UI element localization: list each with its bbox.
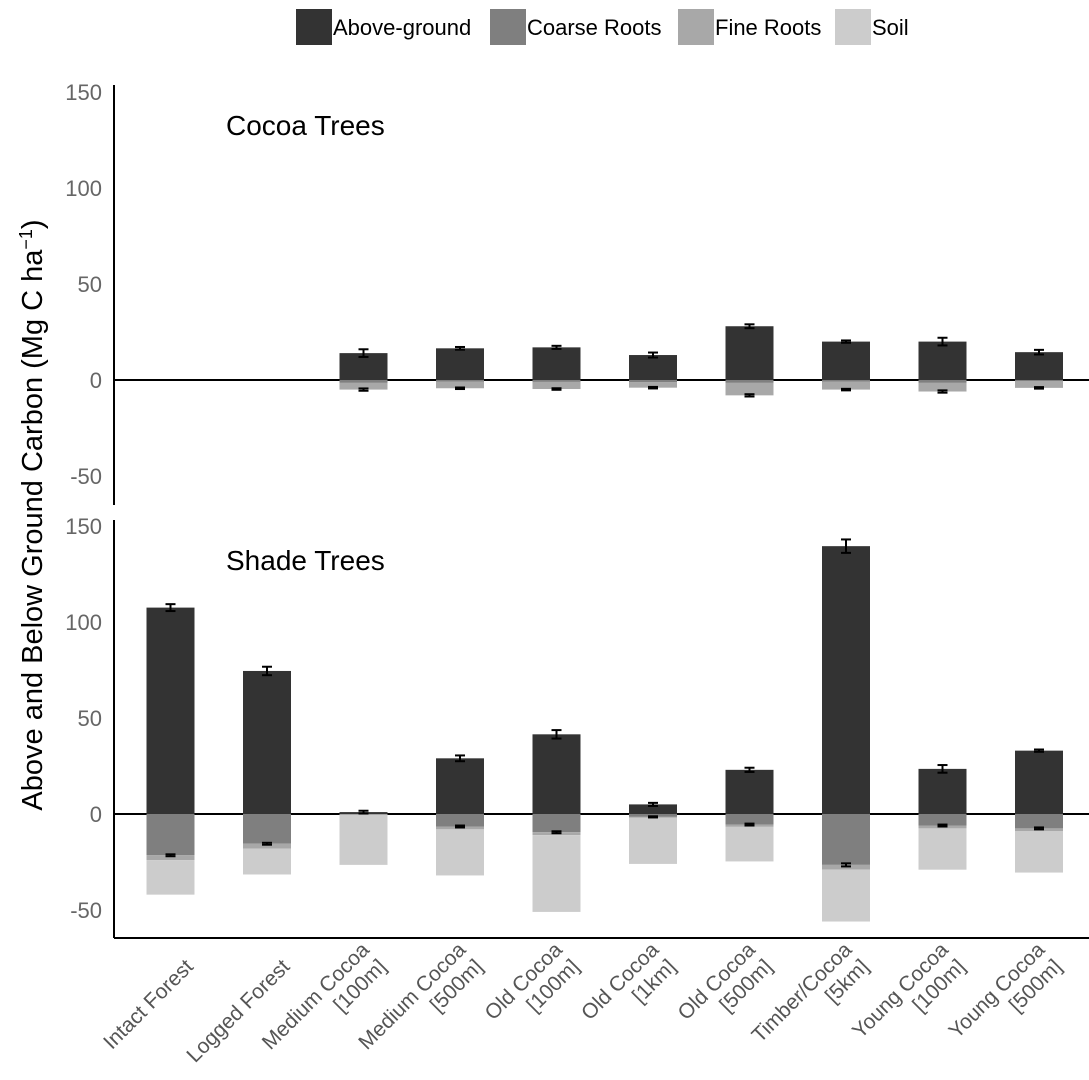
bar-soil xyxy=(822,869,870,922)
y-axis-label-close: ) xyxy=(17,219,49,229)
bar-coarse-roots xyxy=(243,814,291,844)
y-tick-label: -50 xyxy=(70,464,102,489)
bar-soil xyxy=(436,829,484,876)
bar-coarse-roots xyxy=(436,814,484,827)
bar-above-ground xyxy=(532,734,581,814)
bar-coarse-roots xyxy=(436,380,484,382)
legend-swatch-coarse-roots xyxy=(490,9,526,45)
bar-above-ground xyxy=(822,341,870,380)
panels: 150 100 50 0 -50 Cocoa Trees 150 100 50 0 -50 Shade… xyxy=(65,80,1089,939)
x-tick-label-old-cocoa-1km: Old Cocoa[1km] xyxy=(577,938,681,1042)
legend-swatch-above-ground xyxy=(296,9,332,45)
bar-fine-roots xyxy=(1015,381,1063,388)
y-axis-label: Above and Below Ground Carbon (Mg C ha−1… xyxy=(16,219,49,810)
bar-fine-roots xyxy=(436,381,484,389)
x-tick-label-young-cocoa-500m: Young Cocoa[500m] xyxy=(945,938,1067,1060)
bar-fine-roots xyxy=(532,381,581,390)
bar-coarse-roots xyxy=(339,380,388,383)
y-axis-label-text: Above and Below Ground Carbon (Mg C ha xyxy=(17,249,49,811)
bar-above-ground xyxy=(436,348,484,380)
bar-fine-roots xyxy=(822,381,870,390)
bar-coarse-roots xyxy=(629,380,677,383)
legend: Above-ground Coarse Roots Fine Roots Soil xyxy=(296,9,909,45)
bar-coarse-roots xyxy=(1015,380,1063,382)
bar-fine-roots xyxy=(339,382,388,390)
y-axis-label-superscript: −1 xyxy=(16,229,36,250)
bar-coarse-roots xyxy=(822,814,870,865)
legend-label-above-ground: Above-ground xyxy=(333,15,471,40)
bar-soil xyxy=(918,828,967,870)
bar-fine-roots xyxy=(918,382,967,392)
bar-soil xyxy=(725,826,774,862)
bar-above-ground xyxy=(629,355,677,380)
bar-above-ground xyxy=(243,670,291,814)
y-axis-label-group: Above and Below Ground Carbon (Mg C ha−1… xyxy=(16,219,49,810)
panel-title: Shade Trees xyxy=(226,545,385,576)
bar-coarse-roots xyxy=(725,380,774,383)
bar-coarse-roots xyxy=(918,814,967,826)
bar-coarse-roots xyxy=(532,380,581,382)
bar-coarse-roots xyxy=(822,380,870,382)
bar-soil xyxy=(532,835,581,912)
bar-above-ground xyxy=(146,607,195,814)
bar-above-ground xyxy=(918,341,967,380)
bar-coarse-roots xyxy=(918,380,967,383)
bar-above-ground xyxy=(725,326,774,380)
legend-label-fine-roots: Fine Roots xyxy=(715,15,821,40)
bar-above-ground xyxy=(1015,750,1063,814)
x-tick-label-timber-cocoa-5km: Timber/Cocoa[5km] xyxy=(747,938,873,1064)
bar-fine-roots xyxy=(725,382,774,396)
y-tick-label: 150 xyxy=(65,80,102,105)
y-tick-label: -50 xyxy=(70,898,102,923)
legend-swatch-soil xyxy=(835,9,871,45)
x-tick-label-young-cocoa-100m: Young Cocoa[100m] xyxy=(848,938,970,1060)
bar-soil xyxy=(146,860,195,895)
y-tick-label: 50 xyxy=(78,272,102,297)
bar-coarse-roots xyxy=(725,814,774,825)
bar-fine-roots xyxy=(629,382,677,388)
bar-fine-roots xyxy=(339,814,388,815)
legend-label-coarse-roots: Coarse Roots xyxy=(527,15,662,40)
bar-fine-roots xyxy=(243,843,291,849)
legend-swatch-fine-roots xyxy=(678,9,714,45)
bar-above-ground xyxy=(822,546,870,814)
panel-shade-trees: 150 100 50 0 -50 Shade Trees xyxy=(65,514,1089,938)
y-tick-label: 0 xyxy=(90,802,102,827)
y-tick-label: 0 xyxy=(90,368,102,393)
bar-above-ground xyxy=(629,804,677,814)
panel-title: Cocoa Trees xyxy=(226,110,385,141)
bar-above-ground xyxy=(532,347,581,380)
y-tick-label: 100 xyxy=(65,176,102,201)
y-tick-label: 100 xyxy=(65,610,102,635)
bar-soil xyxy=(243,848,291,875)
bar-coarse-roots xyxy=(1015,814,1063,829)
bar-above-ground xyxy=(1015,352,1063,380)
bar-above-ground xyxy=(436,758,484,814)
bar-coarse-roots xyxy=(532,814,581,833)
bar-coarse-roots xyxy=(146,814,195,856)
y-tick-label: 150 xyxy=(65,514,102,539)
y-tick-label: 50 xyxy=(78,706,102,731)
panel-cocoa-trees: 150 100 50 0 -50 Cocoa Trees xyxy=(65,80,1089,505)
x-tick-label-old-cocoa-100m: Old Cocoa[100m] xyxy=(481,938,585,1042)
bar-above-ground xyxy=(918,768,967,814)
x-tick-label-intact-forest: Intact Forest xyxy=(99,955,198,1054)
bar-soil xyxy=(339,814,388,865)
bar-above-ground xyxy=(725,769,774,814)
bar-soil xyxy=(1015,831,1063,873)
bar-soil xyxy=(629,817,677,864)
x-tick-label-line: Intact Forest xyxy=(99,955,198,1054)
legend-label-soil: Soil xyxy=(872,15,909,40)
bar-fine-roots xyxy=(146,855,195,861)
